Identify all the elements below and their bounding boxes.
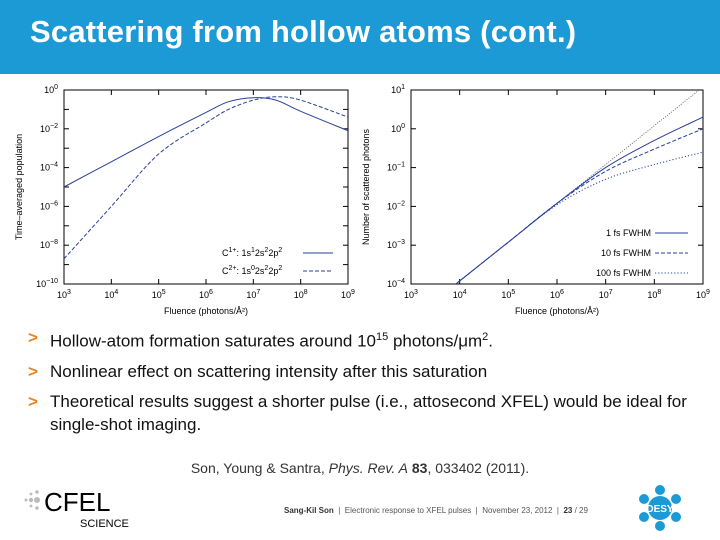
bullet-marker: >: [28, 328, 38, 347]
citation-rest: , 033402 (2011).: [427, 460, 530, 476]
slide-title: Scattering from hollow atoms (cont.): [30, 14, 577, 49]
y-tick-label: 10−4: [40, 162, 58, 173]
y-tick-label: 10−6: [40, 200, 58, 211]
cfel-logo: CFEL SCIENCE: [24, 487, 129, 530]
bullet-sup-2: 2: [482, 331, 489, 343]
bullet-marker: >: [28, 361, 38, 381]
y-tick-label: 100: [391, 123, 405, 134]
footer-page: 23: [563, 506, 573, 515]
series-line: [455, 128, 703, 284]
bullet-item: > Hollow-atom formation saturates around…: [28, 326, 708, 353]
footer-author: Sang-Kil Son: [284, 506, 334, 515]
cfel-logo-text: CFEL: [44, 487, 110, 517]
x-axis-label: Fluence (photons/Å²): [515, 306, 599, 316]
x-tick-label: 103: [404, 289, 418, 300]
bullet-item: > Nonlinear effect on scattering intensi…: [28, 360, 708, 383]
x-tick-label: 107: [599, 289, 613, 300]
legend-label: 1 fs FWHM: [606, 228, 651, 238]
citation-authors: Son, Young & Santra,: [190, 460, 325, 476]
bullet-list: > Hollow-atom formation saturates around…: [28, 326, 708, 443]
bullet-text: Nonlinear effect on scattering intensity…: [50, 361, 488, 381]
legend-label: 10 fs FWHM: [601, 248, 651, 258]
x-tick-label: 105: [152, 289, 166, 300]
x-tick-label: 106: [199, 289, 213, 300]
y-tick-label: 101: [391, 84, 405, 95]
plot-frame: [63, 89, 349, 285]
legend-label: C2+: 1s02s22p2: [222, 265, 282, 276]
bullet-text-end: .: [488, 331, 494, 351]
plot-frame: [410, 89, 704, 285]
x-tick-label: 103: [57, 289, 71, 300]
series-line: [64, 96, 348, 260]
y-tick-label: 10−4: [387, 278, 405, 289]
y-tick-label: 10−8: [40, 239, 58, 250]
footer-talk: Electronic response to XFEL pulses: [344, 506, 472, 515]
y-axis-label: Time–averaged population: [14, 134, 24, 240]
footer-text: Sang-Kil Son | Electronic response to XF…: [284, 506, 588, 515]
y-tick-label: 100: [44, 84, 58, 95]
citation-volume: 83: [411, 460, 428, 476]
footer-sep: |: [338, 506, 341, 515]
footer-sep: |: [475, 506, 478, 515]
x-tick-label: 107: [246, 289, 260, 300]
y-tick-label: 10−10: [36, 278, 58, 289]
x-tick-label: 104: [453, 289, 467, 300]
bullet-text-tail: photons/μm: [388, 331, 483, 351]
y-tick-label: 10−2: [40, 123, 58, 134]
bullet-item: > Theoretical results suggest a shorter …: [28, 390, 708, 436]
bullet-text: Theoretical results suggest a shorter pu…: [50, 391, 687, 434]
y-tick-label: 10−3: [387, 239, 405, 250]
cfel-logo-subtitle: SCIENCE: [80, 518, 129, 530]
x-tick-label: 105: [501, 289, 515, 300]
desy-logo: DESY: [639, 485, 681, 531]
legend-label: 100 fs FWHM: [596, 268, 651, 278]
x-tick-label: 108: [294, 289, 308, 300]
citation-journal: Phys. Rev. A: [328, 460, 408, 476]
y-tick-label: 10−2: [387, 200, 405, 211]
series-line: [64, 97, 348, 188]
x-tick-label: 104: [104, 289, 118, 300]
series-line: [455, 151, 703, 284]
bullet-sup: 15: [376, 331, 389, 343]
desy-logo-text: DESY: [646, 504, 674, 515]
y-tick-label: 10−1: [387, 162, 405, 173]
title-bar: Scattering from hollow atoms (cont.): [0, 0, 720, 74]
x-tick-label: 109: [696, 289, 710, 300]
citation: Son, Young & Santra, Phys. Rev. A 83, 03…: [0, 460, 720, 476]
x-tick-label: 106: [550, 289, 564, 300]
x-axis-label: Fluence (photons/Å²): [164, 306, 248, 316]
bullet-text: Hollow-atom formation saturates around 1…: [50, 331, 376, 351]
y-axis-label: Number of scattered photons: [361, 128, 371, 245]
scattering-chart: 103 104 105 106 107 108 109 101 100 10−1 10−2 10−3 1…: [361, 84, 710, 316]
footer-sep: |: [556, 506, 559, 515]
bullet-marker: >: [28, 391, 38, 411]
x-tick-label: 109: [341, 289, 355, 300]
footer-date: November 23, 2012: [482, 506, 553, 515]
footer-total: / 29: [574, 506, 588, 515]
legend-label: C1+: 1s12s22p2: [222, 247, 282, 258]
x-tick-label: 108: [647, 289, 661, 300]
population-chart: 103 104 105 106 107 108 109 100 10−2 10−4 10−6 10−8…: [14, 84, 355, 316]
